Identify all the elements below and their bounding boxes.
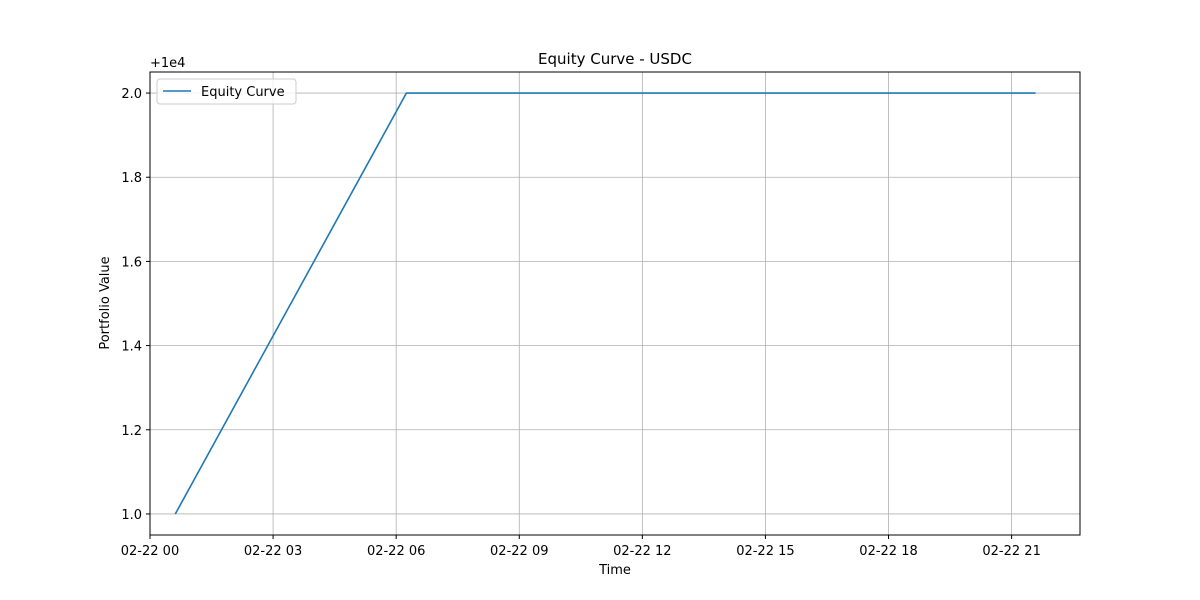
- y-tick-label: 1.8: [121, 171, 142, 186]
- x-tick-label: 02-22 03: [244, 544, 302, 559]
- x-tick-label: 02-22 18: [859, 544, 917, 559]
- legend: Equity Curve: [156, 78, 297, 105]
- plot-frame: [149, 71, 1081, 536]
- y-offset-label: +1e4: [150, 56, 185, 71]
- x-tick-label: 02-22 00: [121, 544, 179, 559]
- legend-box: [156, 78, 297, 105]
- y-axis-label: Portfolio Value: [98, 256, 113, 349]
- y-tick-label: 1.6: [121, 255, 142, 270]
- x-tick-label: 02-22 12: [613, 544, 671, 559]
- y-tick-label: 1.2: [121, 424, 142, 439]
- x-tick-label: 02-22 15: [736, 544, 794, 559]
- y-tick-label: 1.0: [121, 508, 142, 523]
- y-tick-label: 1.4: [121, 340, 142, 355]
- legend-label: Equity Curve: [201, 85, 285, 100]
- series-layer: [174, 92, 1036, 515]
- x-tick-label: 02-22 21: [982, 544, 1040, 559]
- equity-curve-line: [174, 92, 1036, 515]
- x-tick-label: 02-22 06: [367, 544, 425, 559]
- chart-title: Equity Curve - USDC: [538, 50, 692, 68]
- y-tick-label: 2.0: [121, 87, 142, 102]
- x-axis-label: Time: [598, 563, 631, 578]
- x-axis-ticks: 02-22 00 02-22 03 02-22 06 02-22 09 02-22 12…: [121, 535, 1041, 559]
- y-axis-ticks: 1.0 1.2 1.4 1.6 1.8 2.0: [121, 87, 150, 523]
- x-tick-label: 02-22 09: [490, 544, 548, 559]
